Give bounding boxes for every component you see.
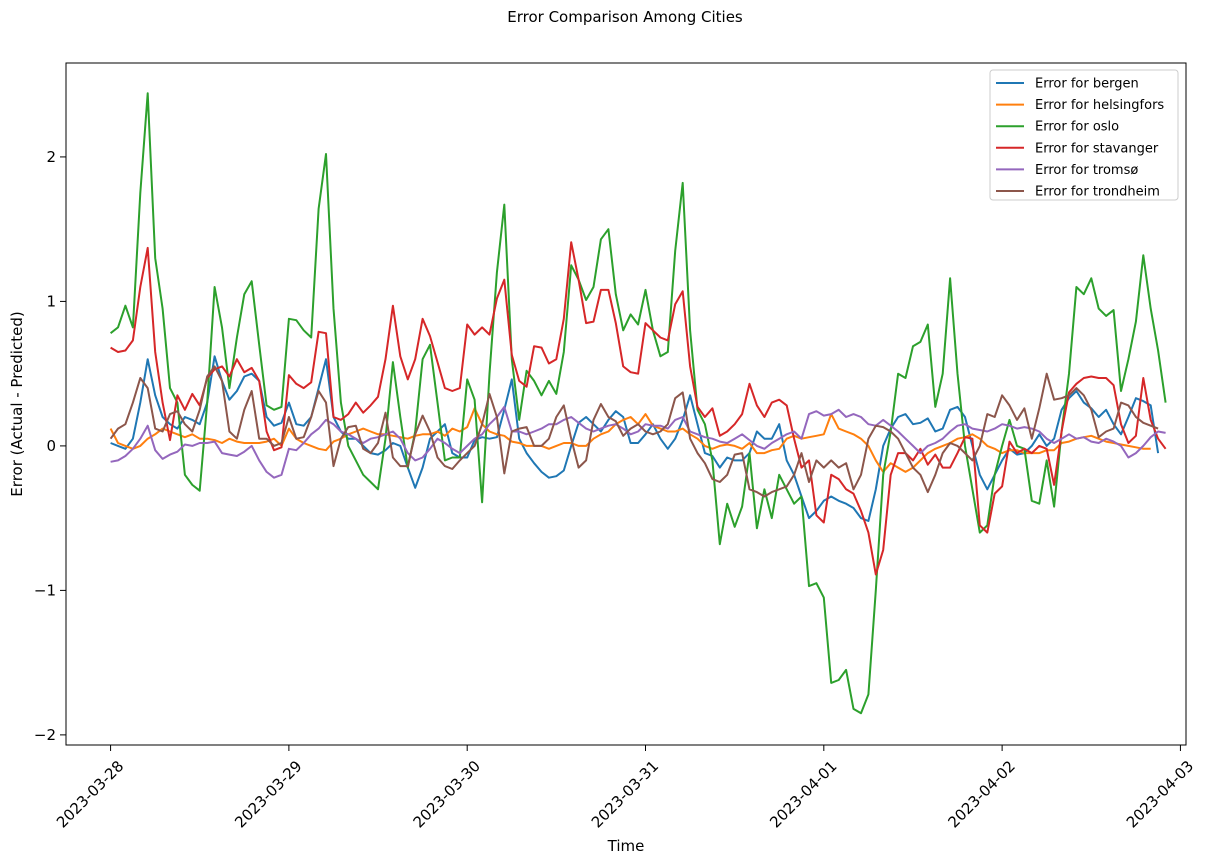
legend-label: Error for bergen: [1035, 77, 1139, 92]
x-tick-label: 2023-03-28: [53, 757, 127, 831]
x-tick-label: 2023-03-29: [231, 757, 305, 831]
y-axis-ticks: −2 −1 0 1 2: [34, 148, 66, 744]
legend-label: Error for helsingfors: [1035, 98, 1164, 113]
x-axis-ticks: 2023-03-28 2023-03-29 2023-03-30 2023-03-31…: [53, 745, 1197, 831]
series-line-3: [109, 92, 1167, 715]
legend-label: Error for trondheim: [1035, 185, 1160, 200]
x-tick-label: 2023-03-31: [588, 757, 662, 831]
series-line-4: [110, 241, 1167, 576]
legend-label: Error for tromsø: [1035, 163, 1138, 178]
y-axis-label: Error (Actual - Predicted): [8, 311, 26, 496]
series-line-6: [109, 365, 1159, 498]
y-tick-label: −2: [34, 726, 56, 744]
x-tick-label: 2023-03-30: [410, 757, 484, 831]
chart-title: Error Comparison Among Cities: [507, 8, 743, 26]
legend-box: [989, 69, 1179, 201]
y-tick-label: 0: [46, 437, 56, 455]
legend: Error for bergen Error for helsingfors Err…: [989, 69, 1179, 201]
x-tick-label: 2023-04-01: [766, 757, 840, 831]
y-tick-label: 2: [46, 148, 56, 166]
series-lines: [109, 92, 1167, 715]
y-tick-label: −1: [34, 581, 56, 599]
series-line-5: [110, 405, 1166, 479]
legend-items: Error for bergen Error for helsingfors Err…: [996, 77, 1164, 200]
legend-label: Error for oslo: [1035, 120, 1119, 135]
x-axis-label: Time: [607, 837, 645, 855]
plot-frame: [65, 62, 1187, 746]
x-tick-label: 2023-04-02: [944, 757, 1018, 831]
x-tick-label: 2023-04-03: [1123, 757, 1197, 831]
legend-label: Error for stavanger: [1035, 141, 1159, 156]
series-line-2: [109, 407, 1151, 473]
y-tick-label: 1: [46, 292, 56, 310]
